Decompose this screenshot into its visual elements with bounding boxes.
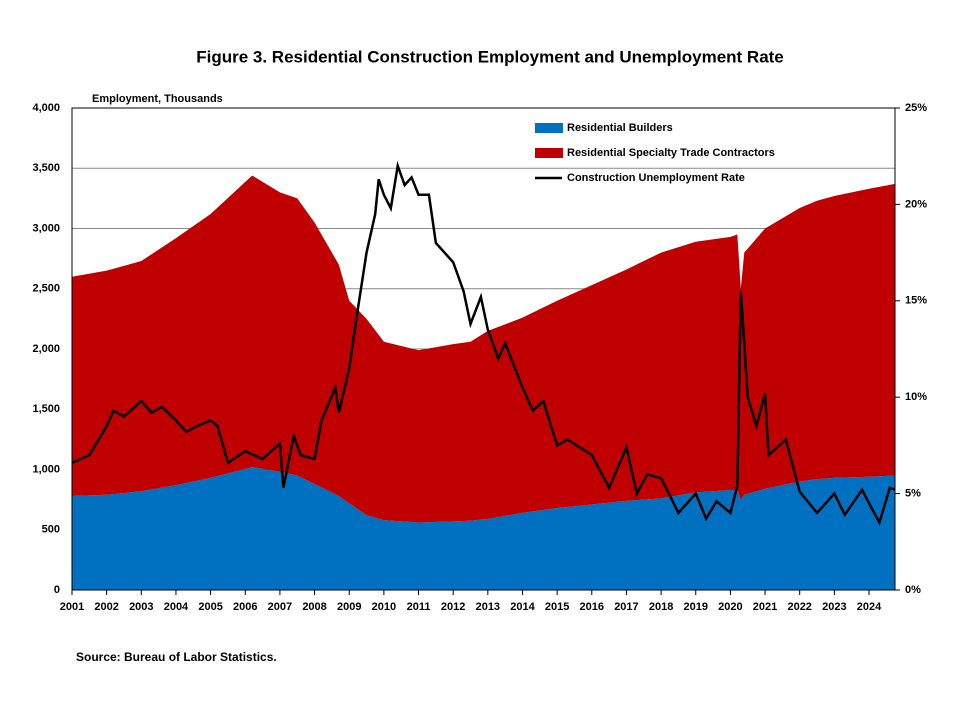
chart-title: Figure 3. Residential Construction Emplo… bbox=[196, 47, 784, 66]
x-tick-label: 2002 bbox=[94, 601, 118, 613]
x-tick-label: 2020 bbox=[718, 601, 742, 613]
legend-label: Residential Builders bbox=[567, 122, 673, 134]
area bbox=[72, 175, 895, 523]
y2-tick-label: 10% bbox=[905, 391, 927, 403]
y-tick-label: 1,000 bbox=[32, 463, 60, 475]
x-tick-label: 2013 bbox=[476, 601, 500, 613]
x-tick-label: 2019 bbox=[684, 601, 708, 613]
line bbox=[71, 160, 896, 526]
y-tick-label: 2,500 bbox=[32, 283, 60, 295]
x-tick-label: 2007 bbox=[268, 601, 292, 613]
y2-tick-label: 20% bbox=[905, 198, 927, 210]
x-tick-label: 2004 bbox=[164, 601, 189, 613]
x-tick-label: 2001 bbox=[60, 601, 84, 613]
legend-label: Construction Unemployment Rate bbox=[567, 172, 745, 184]
x-tick-label: 2021 bbox=[753, 601, 777, 613]
y-tick-label: 1,500 bbox=[32, 403, 60, 415]
x-tick-label: 2016 bbox=[580, 601, 604, 613]
y2-tick-label: 5% bbox=[905, 488, 921, 500]
x-tick-label: 2003 bbox=[129, 601, 153, 613]
x-tick-label: 2008 bbox=[302, 601, 326, 613]
x-tick-label: 2012 bbox=[441, 601, 465, 613]
x-tick-label: 2018 bbox=[649, 601, 673, 613]
legend-label: Residential Specialty Trade Contractors bbox=[567, 147, 775, 159]
y2-tick-label: 15% bbox=[905, 295, 927, 307]
y-tick-label: 500 bbox=[42, 524, 60, 536]
y2-tick-label: 0% bbox=[905, 584, 921, 596]
x-tick-label: 2022 bbox=[787, 601, 811, 613]
x-tick-label: 2014 bbox=[510, 601, 535, 613]
y-tick-label: 4,000 bbox=[32, 102, 60, 114]
y2-tick-label: 25% bbox=[905, 102, 927, 114]
x-tick-label: 2023 bbox=[822, 601, 846, 613]
x-tick-label: 2024 bbox=[857, 601, 882, 613]
y-tick-label: 3,500 bbox=[32, 162, 60, 174]
x-tick-label: 2009 bbox=[337, 601, 361, 613]
legend-swatch bbox=[535, 123, 563, 133]
y-tick-label: 2,000 bbox=[32, 343, 60, 355]
x-tick-label: 2005 bbox=[198, 601, 222, 613]
area bbox=[72, 467, 895, 590]
y-axis-label: Employment, Thousands bbox=[92, 93, 223, 105]
source: Source: Bureau of Labor Statistics. bbox=[76, 650, 277, 664]
y-tick-label: 0 bbox=[54, 584, 60, 596]
y-tick-label: 3,000 bbox=[32, 222, 60, 234]
plot-border bbox=[71, 107, 896, 591]
x-tick-label: 2015 bbox=[545, 601, 569, 613]
x-tick-label: 2006 bbox=[233, 601, 257, 613]
x-tick-label: 2017 bbox=[614, 601, 638, 613]
x-tick-label: 2010 bbox=[372, 601, 396, 613]
legend-swatch bbox=[535, 148, 563, 158]
plot: Residential Builders Residential Specialt… bbox=[71, 107, 900, 595]
x-tick-label: 2011 bbox=[407, 601, 431, 613]
